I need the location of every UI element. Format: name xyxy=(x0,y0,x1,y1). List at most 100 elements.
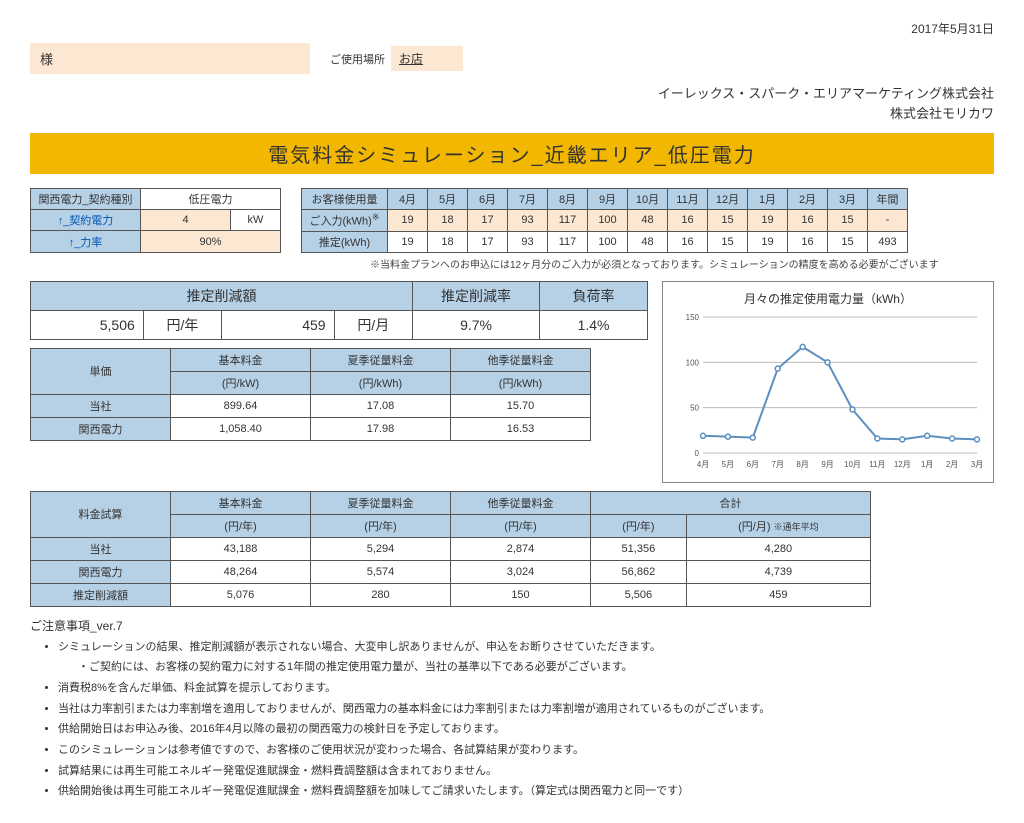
price-cell: 16.53 xyxy=(451,417,591,440)
svg-text:9月: 9月 xyxy=(821,460,833,469)
usage-month-header: 9月 xyxy=(588,189,628,210)
company-name-2: 株式会社モリカワ xyxy=(30,104,994,124)
reduction-month-unit: 円/月 xyxy=(334,310,412,339)
price-our-label: 当社 xyxy=(31,394,171,417)
note-item: 供給開始日はお申込み後、2016年4月以降の最初の関西電力の検針日を予定しており… xyxy=(58,720,994,739)
usage-month-header: 8月 xyxy=(548,189,588,210)
trial-base-header: 基本料金 xyxy=(171,491,311,514)
svg-text:2月: 2月 xyxy=(946,460,958,469)
trial-cell: 5,076 xyxy=(171,583,311,606)
trial-cell: 43,188 xyxy=(171,537,311,560)
usage-month-header: 12月 xyxy=(708,189,748,210)
usage-input-cell: 18 xyxy=(428,210,468,232)
base-price-header: 基本料金 xyxy=(171,348,311,371)
price-kansai-label: 関西電力 xyxy=(31,417,171,440)
usage-estimate-cell: 48 xyxy=(628,231,668,252)
usage-input-cell: 117 xyxy=(548,210,588,232)
price-cell: 899.64 xyxy=(171,394,311,417)
trial-cell: 2,874 xyxy=(451,537,591,560)
usage-estimate-cell: 17 xyxy=(468,231,508,252)
trial-cell: 5,574 xyxy=(311,560,451,583)
company-name-1: イーレックス・スパーク・エリアマーケティング株式会社 xyxy=(30,84,994,104)
reduction-table: 推定削減額 推定削減率 負荷率 5,506 円/年 459 円/月 9.7% 1… xyxy=(30,281,648,340)
usage-estimate-cell: 18 xyxy=(428,231,468,252)
other-price-header: 他季従量料金 xyxy=(451,348,591,371)
document-title: 電気料金シミュレーション_近畿エリア_低圧電力 xyxy=(30,133,994,174)
contract-power-label: ↑_契約電力 xyxy=(31,210,141,231)
note-item: ・ご契約には、お客様の契約電力に対する1年間の推定使用電力量が、当社の基準以下で… xyxy=(58,658,994,677)
base-price-unit: (円/kW) xyxy=(171,371,311,394)
svg-text:3月: 3月 xyxy=(971,460,983,469)
svg-text:7月: 7月 xyxy=(772,460,784,469)
svg-text:6月: 6月 xyxy=(747,460,759,469)
contract-table: 関西電力_契約種別 低圧電力 ↑_契約電力 4 kW ↑_力率 90% xyxy=(30,188,281,253)
usage-input-cell: 17 xyxy=(468,210,508,232)
usage-chart: 月々の推定使用電力量（kWh） 0501001504月5月6月7月8月9月10月… xyxy=(662,281,994,483)
trial-header: 料金試算 xyxy=(31,491,171,537)
price-cell: 17.08 xyxy=(311,394,451,417)
notes-list: シミュレーションの結果、推定削減額が表示されない場合、大変申し訳ありませんが、申… xyxy=(30,638,994,802)
power-factor-value: 90% xyxy=(141,231,281,252)
svg-text:1月: 1月 xyxy=(921,460,933,469)
trial-reduction-label: 推定削減額 xyxy=(31,583,171,606)
trial-cell: 459 xyxy=(686,583,870,606)
usage-input-cell: 16 xyxy=(788,210,828,232)
price-cell: 17.98 xyxy=(311,417,451,440)
summer-price-header: 夏季従量料金 xyxy=(311,348,451,371)
contract-type-header: 関西電力_契約種別 xyxy=(31,189,141,210)
trial-cell: 4,280 xyxy=(686,537,870,560)
svg-text:150: 150 xyxy=(686,313,700,322)
trial-cell: 51,356 xyxy=(591,537,687,560)
usage-estimate-cell: 16 xyxy=(788,231,828,252)
trial-table: 料金試算 基本料金 夏季従量料金 他季従量料金 合計 (円/年) (円/年) (… xyxy=(30,491,871,607)
svg-text:50: 50 xyxy=(690,403,699,412)
usage-input-cell: 93 xyxy=(508,210,548,232)
usage-input-label: ご入力(kWh)※ xyxy=(302,210,388,232)
svg-text:11月: 11月 xyxy=(869,460,885,469)
contract-power-value: 4 xyxy=(141,210,231,231)
chart-title: 月々の推定使用電力量（kWh） xyxy=(673,290,983,307)
unit-price-table: 単価 基本料金 夏季従量料金 他季従量料金 (円/kW) (円/kWh) (円/… xyxy=(30,348,591,441)
usage-input-cell: 15 xyxy=(708,210,748,232)
reduction-rate-value: 9.7% xyxy=(412,310,539,339)
usage-estimate-cell: 16 xyxy=(668,231,708,252)
usage-month-header: 11月 xyxy=(668,189,708,210)
usage-estimate-label: 推定(kWh) xyxy=(302,231,388,252)
note-item: 試算結果には再生可能エネルギー発電促進賦課金・燃料費調整額は含まれておりません。 xyxy=(58,762,994,781)
svg-text:10月: 10月 xyxy=(844,460,861,469)
place-label: ご使用場所 xyxy=(330,51,385,67)
usage-input-cell: 19 xyxy=(388,210,428,232)
usage-header: お客様使用量 xyxy=(302,189,388,210)
document-date: 2017年5月31日 xyxy=(30,20,994,37)
price-cell: 15.70 xyxy=(451,394,591,417)
chart-svg: 0501001504月5月6月7月8月9月10月11月12月1月2月3月 xyxy=(673,311,983,471)
svg-text:12月: 12月 xyxy=(894,460,911,469)
usage-estimate-cell: 93 xyxy=(508,231,548,252)
usage-month-header: 5月 xyxy=(428,189,468,210)
contract-power-unit: kW xyxy=(231,210,281,231)
trial-cell: 5,506 xyxy=(591,583,687,606)
usage-month-header: 10月 xyxy=(628,189,668,210)
usage-table: お客様使用量 4月5月6月7月8月9月10月11月12月1月2月3月年間 ご入力… xyxy=(301,188,908,253)
usage-input-cell: 15 xyxy=(828,210,868,232)
usage-input-cell: 48 xyxy=(628,210,668,232)
reduction-year-value: 5,506 xyxy=(31,310,144,339)
usage-month-header: 7月 xyxy=(508,189,548,210)
usage-input-cell: - xyxy=(868,210,908,232)
reduction-amount-header: 推定削減額 xyxy=(31,281,413,310)
usage-estimate-cell: 117 xyxy=(548,231,588,252)
svg-text:4月: 4月 xyxy=(697,460,709,469)
svg-text:8月: 8月 xyxy=(796,460,808,469)
svg-text:100: 100 xyxy=(686,358,700,367)
note-item: 当社は力率割引または力率割増を適用しておりませんが、関西電力の基本料金には力率割… xyxy=(58,700,994,719)
trial-kansai-label: 関西電力 xyxy=(31,560,171,583)
trial-our-label: 当社 xyxy=(31,537,171,560)
usage-place: ご使用場所 お店 xyxy=(330,43,463,74)
customer-name: 様 xyxy=(30,43,310,74)
usage-estimate-cell: 19 xyxy=(748,231,788,252)
contract-type-value: 低圧電力 xyxy=(141,189,281,210)
note-item: 消費税8%を含んだ単価、料金試算を提示しております。 xyxy=(58,679,994,698)
unit-price-header: 単価 xyxy=(31,348,171,394)
usage-input-cell: 100 xyxy=(588,210,628,232)
usage-note: ※当料金プランへのお申込には12ヶ月分のご入力が必須となっております。シミュレー… xyxy=(370,256,994,271)
